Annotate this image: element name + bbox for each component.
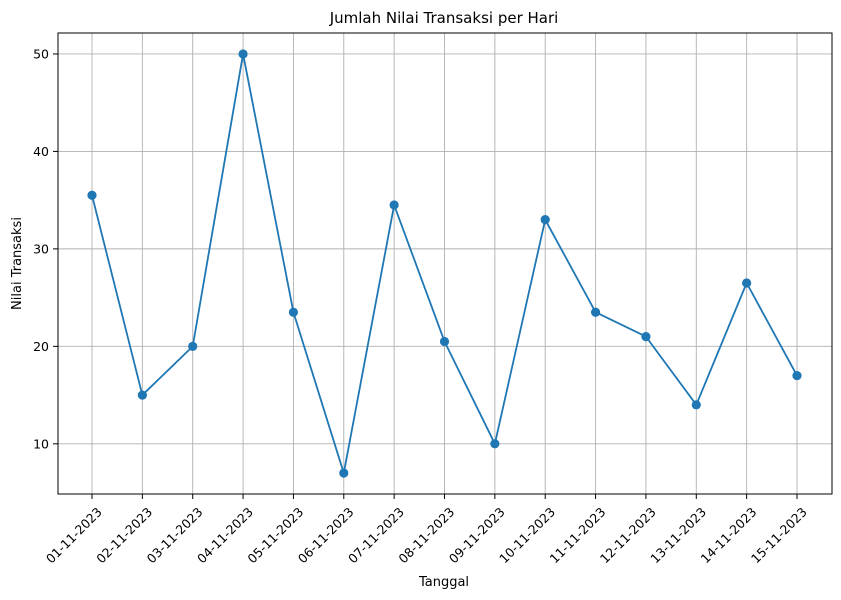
grid-lines: [58, 33, 832, 494]
data-point: [742, 278, 752, 288]
data-point: [238, 49, 248, 59]
data-point: [137, 390, 147, 400]
y-tick-label: 10: [33, 436, 49, 451]
chart-title: Jumlah Nilai Transaksi per Hari: [329, 9, 559, 27]
data-point: [691, 400, 701, 410]
y-axis-label: Nilai Transaksi: [10, 217, 25, 310]
y-tick-label: 20: [33, 339, 49, 354]
data-point: [339, 468, 349, 478]
data-point: [641, 331, 651, 342]
x-axis-label: Tanggal: [418, 575, 469, 590]
y-tick-label: 40: [33, 144, 49, 159]
data-point: [288, 307, 299, 317]
y-tick-label: 30: [33, 241, 49, 256]
data-point: [87, 190, 97, 200]
plot-frame: [57, 32, 833, 495]
x-axis: 01-11-202302-11-202303-11-202304-11-2023…: [43, 494, 810, 566]
series-layer: [87, 49, 802, 478]
data-point: [490, 439, 500, 449]
data-point: [389, 200, 399, 210]
y-tick-label: 50: [33, 46, 49, 61]
data-point: [792, 370, 802, 381]
data-point: [590, 307, 601, 317]
data-point: [439, 336, 450, 347]
data-point: [188, 341, 198, 351]
y-axis: 10 20 30 40 50: [33, 46, 58, 451]
data-point: [540, 215, 550, 225]
